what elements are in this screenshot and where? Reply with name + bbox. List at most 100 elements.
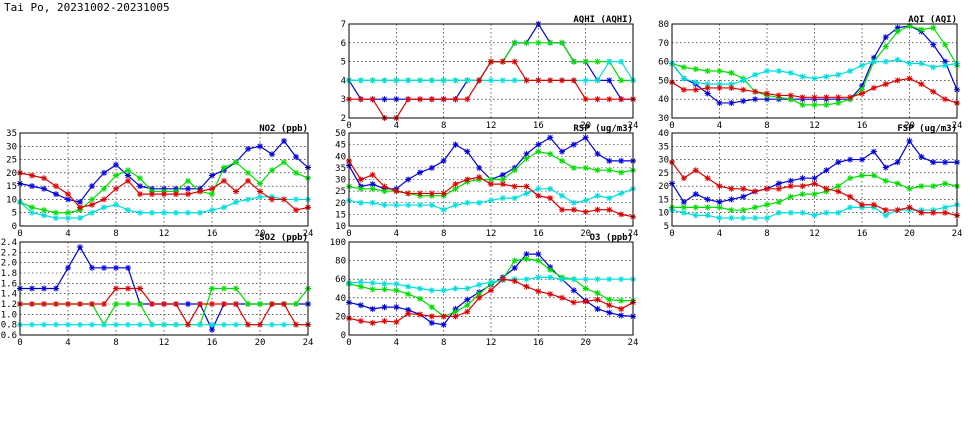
- aqi-point: [811, 101, 818, 108]
- rsp-point: [476, 174, 483, 181]
- aqhi-point: [405, 96, 412, 103]
- aqi-point: [799, 73, 806, 80]
- so2-point: [185, 301, 191, 307]
- aqi-point: [942, 41, 949, 48]
- rsp-point: [452, 202, 459, 209]
- o3-ytick-label: 80: [335, 257, 346, 267]
- fsp-ytick-label: 10: [658, 209, 669, 219]
- aqhi-point: [476, 77, 483, 84]
- fsp-series-1: [669, 172, 960, 214]
- o3-point: [547, 274, 554, 281]
- no2-xtick-label: 24: [303, 229, 314, 239]
- aqhi-point: [594, 96, 601, 103]
- so2-series-2: [17, 321, 311, 328]
- fsp-point: [775, 185, 782, 192]
- fsp-point: [847, 204, 854, 211]
- o3-xtick-label: 24: [628, 338, 639, 348]
- so2-point: [185, 321, 191, 328]
- rsp-point: [381, 202, 388, 209]
- rsp-point: [559, 157, 565, 164]
- o3-point: [476, 294, 483, 301]
- aqi-point: [847, 68, 854, 74]
- no2-point: [233, 199, 239, 206]
- aqi-point: [894, 24, 901, 31]
- no2-point: [41, 175, 47, 182]
- o3-point: [440, 313, 447, 320]
- no2-point: [185, 177, 191, 184]
- aqi-point: [716, 84, 723, 91]
- fsp-point: [882, 207, 889, 214]
- fsp-ytick-label: 5: [664, 222, 669, 232]
- no2-point: [185, 185, 191, 192]
- no2-point: [53, 191, 59, 198]
- no2-xtick-label: 8: [113, 229, 118, 239]
- rsp-point: [357, 199, 364, 206]
- o3-point: [417, 311, 423, 318]
- aqhi-point: [570, 77, 577, 84]
- fsp-point: [906, 185, 913, 192]
- rsp-point: [547, 134, 554, 141]
- o3-point: [428, 304, 435, 311]
- rsp-xtick-label: 20: [580, 229, 591, 239]
- aqhi-point: [511, 58, 518, 65]
- so2-point: [257, 301, 263, 307]
- rsp-point: [452, 185, 459, 192]
- no2-point: [65, 191, 71, 198]
- no2-point: [89, 209, 95, 216]
- aqi-xtick-label: 4: [717, 121, 722, 131]
- fsp-point: [799, 209, 806, 216]
- fsp-point: [740, 193, 747, 200]
- aqi-point: [692, 79, 699, 86]
- no2-ytick-label: 0: [12, 222, 17, 232]
- fsp-point: [811, 175, 818, 182]
- aqi-point: [764, 90, 770, 97]
- o3-point: [488, 278, 494, 285]
- fsp-point: [847, 175, 854, 182]
- aqi-point: [775, 92, 782, 99]
- fsp-point: [775, 180, 782, 187]
- aqhi-point: [523, 39, 530, 46]
- rsp-ytick-label: 15: [335, 210, 346, 220]
- o3-point: [594, 296, 601, 303]
- fsp-point: [835, 188, 842, 195]
- aqhi-point: [559, 39, 565, 46]
- fsp-point: [847, 156, 854, 163]
- o3-point: [499, 276, 506, 283]
- rsp-point: [594, 167, 601, 174]
- aqi-point: [740, 86, 747, 93]
- no2-point: [209, 207, 215, 214]
- fsp-ytick-label: 30: [658, 156, 669, 166]
- fsp-point: [787, 209, 794, 216]
- o3-point: [464, 308, 471, 315]
- rsp-point: [582, 197, 589, 204]
- aqi-point: [870, 84, 877, 91]
- aqi-point: [882, 34, 889, 41]
- no2-point: [101, 204, 107, 211]
- o3-xtick-label: 8: [441, 338, 446, 348]
- so2-point: [293, 301, 299, 307]
- no2-point: [125, 177, 131, 184]
- no2-point: [77, 204, 83, 211]
- fsp-xtick-label: 24: [952, 229, 963, 239]
- aqhi-point: [405, 77, 412, 84]
- rsp-point: [440, 206, 447, 213]
- aqi-point: [882, 58, 889, 65]
- so2-point: [221, 285, 227, 292]
- fsp-point: [787, 177, 794, 184]
- no2-point: [281, 137, 287, 144]
- no2-point: [113, 185, 119, 192]
- o3-point: [488, 287, 494, 294]
- fsp-point: [752, 188, 759, 195]
- rsp-ytick-label: 10: [335, 222, 346, 232]
- aqhi-point: [606, 58, 613, 65]
- aqi-point: [787, 96, 794, 103]
- so2-point: [173, 321, 179, 328]
- o3-point: [357, 318, 364, 325]
- no2-point: [137, 175, 143, 182]
- no2-point: [173, 191, 179, 198]
- aqi-point: [847, 94, 854, 101]
- so2-point: [233, 285, 239, 292]
- aqhi-ytick-label: 5: [341, 58, 346, 68]
- rsp-point: [393, 202, 400, 209]
- aqi-xtick-label: 8: [764, 121, 769, 131]
